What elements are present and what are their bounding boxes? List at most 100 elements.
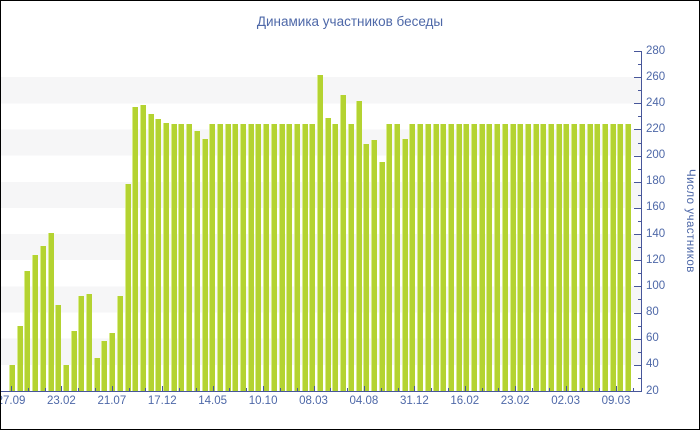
bar: [9, 364, 15, 391]
x-axis-tick: [95, 388, 97, 391]
x-axis-tick: [11, 386, 12, 391]
bar: [255, 124, 262, 391]
bar: [70, 330, 77, 391]
x-axis-tick: [632, 388, 634, 391]
x-axis-tick: [296, 388, 298, 391]
bar: [540, 124, 547, 391]
bar: [86, 294, 92, 391]
bar: [124, 184, 131, 391]
y-axis-tick: [637, 90, 641, 92]
y-axis-tick: [634, 181, 641, 183]
bar: [178, 124, 185, 391]
y-axis-tick: [634, 286, 641, 288]
x-axis-tick: [431, 388, 433, 391]
bar: [370, 139, 377, 391]
bar: [463, 124, 470, 391]
bar: [586, 124, 593, 391]
bar: [363, 143, 370, 391]
bar: [16, 325, 23, 391]
x-axis-tick: [27, 388, 29, 391]
x-axis-tick: [565, 386, 567, 391]
bar: [548, 124, 554, 391]
y-axis-tick-label: 160: [646, 201, 666, 214]
y-axis-tick: [634, 312, 641, 314]
y-axis-tick-label: 40: [646, 358, 659, 371]
bar: [201, 138, 208, 391]
bar: [193, 130, 200, 391]
bar: [186, 124, 193, 391]
x-axis-tick: [363, 386, 365, 391]
bar: [293, 124, 300, 391]
bar: [93, 358, 100, 391]
bar: [517, 124, 524, 391]
bar: [524, 124, 531, 391]
y-axis-tick: [634, 391, 641, 392]
bar: [39, 245, 46, 391]
x-axis-tick: [347, 388, 349, 391]
bar: [401, 138, 408, 391]
x-axis-tick: [548, 388, 550, 391]
x-axis-tick: [229, 388, 231, 391]
bar: [163, 122, 169, 391]
y-axis-tick-label: 180: [646, 175, 666, 188]
x-axis-tick: [397, 388, 399, 391]
y-axis-tick: [634, 364, 641, 366]
y-axis-tick: [634, 234, 641, 236]
bar: [455, 124, 462, 391]
bar: [109, 333, 116, 391]
x-axis-tick-label: 23.02: [47, 395, 76, 407]
x-axis-tick: [179, 388, 181, 391]
bar: [232, 124, 239, 391]
bar: [563, 124, 570, 391]
bar: [394, 124, 400, 391]
bar: [55, 304, 62, 391]
y-axis-tick-label: 280: [646, 44, 666, 57]
bar: [532, 124, 539, 391]
x-axis-tick: [380, 388, 382, 391]
bar: [116, 295, 123, 391]
y-axis-tick: [637, 116, 641, 118]
x-axis-tick-label: 10.10: [248, 395, 278, 407]
y-axis-tick-label: 200: [646, 149, 666, 162]
x-axis-tick: [263, 386, 265, 391]
bar: [355, 100, 362, 391]
y-axis-tick: [634, 77, 641, 79]
x-axis-tick: [128, 388, 130, 391]
x-axis-tick: [78, 388, 80, 391]
y-axis-tick-label: 140: [646, 227, 666, 240]
bar: [147, 113, 154, 391]
x-axis-tick: [212, 386, 214, 391]
bar: [240, 124, 246, 391]
x-axis-tick: [162, 386, 164, 391]
bar: [286, 124, 293, 391]
bar: [263, 124, 270, 391]
bar: [571, 124, 578, 391]
x-axis-tick: [616, 386, 617, 391]
y-axis-tick: [637, 325, 641, 327]
y-axis-tick-label: 60: [646, 332, 659, 345]
y-axis-tick: [634, 338, 641, 340]
y-axis-tick: [634, 207, 641, 209]
y-axis-tick: [637, 194, 641, 196]
bar: [501, 124, 508, 391]
bar: [617, 124, 624, 391]
y-axis-tick-label: 120: [646, 253, 666, 266]
x-axis-tick-label: 21.07: [97, 395, 127, 407]
bar: [509, 124, 516, 391]
x-axis-tick-label: 17.12: [147, 395, 177, 407]
y-axis-tick-label: 220: [646, 122, 666, 135]
bar: [101, 341, 108, 391]
x-axis-tick-label: 23.02: [500, 395, 530, 407]
bar: [625, 124, 631, 391]
x-axis-tick: [61, 386, 63, 391]
y-axis-tick-label: 240: [646, 96, 666, 109]
bar: [270, 124, 277, 391]
bar: [317, 74, 323, 391]
x-axis-tick-label: 16.02: [450, 395, 480, 407]
y-axis-tick: [637, 168, 641, 170]
bar: [209, 124, 216, 391]
y-axis-tick: [637, 377, 641, 379]
y-axis-tick: [637, 142, 641, 144]
x-axis-tick-label: 14.05: [198, 395, 228, 407]
bar: [432, 124, 439, 391]
